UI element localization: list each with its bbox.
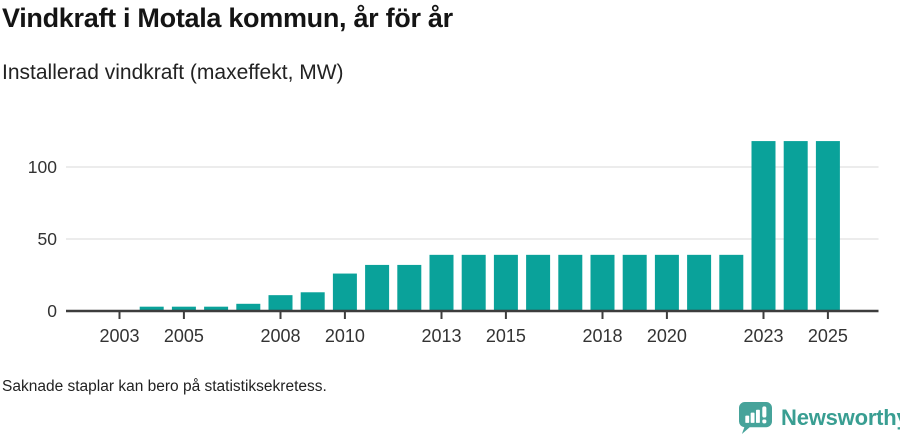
x-tick-label-2013: 2013: [421, 326, 461, 346]
bar-2021: [687, 254, 712, 311]
bar-2022: [719, 254, 744, 311]
bar-2006: [204, 306, 229, 311]
bar-2015: [493, 254, 518, 311]
y-tick-label-0: 0: [47, 301, 57, 321]
bar-2005: [171, 306, 196, 311]
bar-2004: [139, 306, 164, 311]
bar-2017: [558, 254, 583, 311]
bar-2008: [268, 295, 293, 311]
bar-2007: [236, 303, 261, 311]
y-tick-labels: 0 50 100: [28, 157, 57, 321]
bar-2013: [429, 254, 454, 311]
x-tick-labels: 2003 2005 2008 2010 2013 2015 2018 2020 2023 2025: [99, 326, 847, 346]
bar-2011: [365, 264, 390, 311]
chart-title: Vindkraft i Motala kommun, år för år: [2, 3, 453, 33]
newsworthy-logo: Newsworthy: [738, 401, 900, 435]
bar-2014: [461, 254, 486, 311]
bar-2009: [300, 292, 325, 311]
y-tick-label-100: 100: [28, 157, 57, 177]
footer-note: Saknade staplar kan bero på statistiksek…: [2, 378, 327, 395]
chart-subtitle: Installerad vindkraft (maxeffekt, MW): [2, 61, 344, 84]
newsworthy-icon: [738, 401, 772, 434]
bar-2020: [654, 254, 679, 311]
x-tick-label-2008: 2008: [260, 326, 300, 346]
bar-2024: [783, 141, 808, 311]
bar-2023: [751, 141, 776, 311]
y-tick-label-50: 50: [38, 229, 58, 249]
x-tick-label-2010: 2010: [325, 326, 365, 346]
x-tick-label-2025: 2025: [808, 326, 848, 346]
bar-2012: [397, 264, 422, 311]
gridlines: [66, 166, 879, 240]
x-tick-label-2020: 2020: [647, 326, 687, 346]
bar-2025: [815, 141, 840, 311]
x-tick-label-2015: 2015: [486, 326, 526, 346]
bars-group: [139, 141, 840, 311]
bar-2016: [526, 254, 551, 311]
newsworthy-wordmark: Newsworthy: [781, 405, 900, 430]
x-tick-label-2003: 2003: [99, 326, 139, 346]
bar-2019: [622, 254, 647, 311]
x-tick-label-2023: 2023: [743, 326, 783, 346]
bar-2010: [332, 273, 357, 311]
x-tick-label-2005: 2005: [164, 326, 204, 346]
x-tick-label-2018: 2018: [582, 326, 622, 346]
bar-2018: [590, 254, 615, 311]
x-axis: [66, 309, 879, 319]
